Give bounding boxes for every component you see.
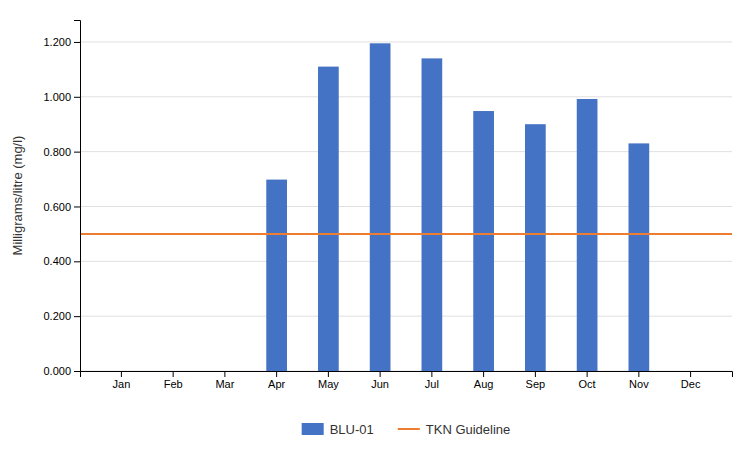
bar: [525, 124, 546, 371]
tick-mark: [74, 261, 80, 262]
tick-label: 0.200: [43, 310, 71, 322]
bar: [577, 99, 598, 371]
legend-label: TKN Guideline: [426, 422, 511, 437]
chart: Jan Feb Mar Apr May Jun Jul Aug Sep Oct Nov Dec 0.00…: [0, 0, 752, 451]
tick-mark: [74, 206, 80, 207]
grid-line: [80, 96, 732, 97]
tick-mark: [74, 42, 80, 43]
marks: [80, 43, 732, 371]
tick: Oct: [579, 371, 596, 390]
bar: [318, 67, 339, 371]
tick-mark: [587, 371, 588, 377]
y-axis: 0.000 0.200 0.400 0.600 0.800 1.000 1.200: [43, 21, 80, 378]
tick-mark: [276, 371, 277, 377]
tick-mark: [483, 371, 484, 377]
tick: 0.200: [43, 310, 80, 322]
tick-label: Oct: [579, 378, 596, 390]
guideline: [80, 233, 732, 235]
tick: Sep: [526, 371, 546, 390]
bar: [111, 371, 132, 372]
plot: Jan Feb Mar Apr May Jun Jul Aug Sep Oct Nov Dec 0.00…: [43, 21, 732, 390]
bar: [629, 143, 650, 371]
tick-mark: [431, 371, 432, 377]
tick-mark: [690, 371, 691, 377]
tick-label: Jun: [371, 378, 389, 390]
bar: [163, 371, 184, 372]
tick-label: Aug: [474, 378, 494, 390]
legend-swatch: [398, 428, 420, 430]
tick: Feb: [164, 371, 183, 390]
tick-label: 0.800: [43, 146, 71, 158]
tick: 0.800: [43, 146, 80, 158]
tick: May: [318, 371, 339, 390]
tick: Jan: [113, 371, 131, 390]
grid-line: [80, 41, 732, 42]
tick-label: 1.200: [43, 36, 71, 48]
tick-mark: [224, 371, 225, 377]
tick-label: 0.600: [43, 200, 71, 212]
legend: BLU-01 TKN Guideline: [302, 422, 511, 437]
tick: Jun: [371, 371, 389, 390]
tick-mark: [638, 371, 639, 377]
grid: [80, 42, 732, 371]
tick: 0.600: [43, 200, 80, 212]
axis-line: [74, 21, 81, 372]
legend-item: BLU-01: [302, 422, 374, 437]
tick-mark: [535, 371, 536, 377]
tick: Jul: [425, 371, 439, 390]
tick-label: Feb: [164, 378, 183, 390]
tick-label: Nov: [629, 378, 649, 390]
tick-mark: [74, 97, 80, 98]
tick-label: May: [318, 378, 339, 390]
bar: [370, 43, 391, 371]
tick-mark: [74, 371, 80, 372]
tick-label: 0.400: [43, 255, 71, 267]
tick-label: 0.000: [43, 365, 71, 377]
x-axis: Jan Feb Mar Apr May Jun Jul Aug Sep Oct Nov Dec: [81, 371, 733, 390]
tick: 1.000: [43, 91, 80, 103]
tick: 0.000: [43, 365, 80, 377]
bar: [473, 111, 494, 371]
tick-mark: [74, 316, 80, 317]
tick: Dec: [681, 371, 701, 390]
tick-label: 1.000: [43, 91, 71, 103]
tick-mark: [328, 371, 329, 377]
tick: Aug: [474, 371, 494, 390]
tick-mark: [121, 371, 122, 377]
tick: Nov: [629, 371, 649, 390]
bar: [422, 58, 443, 371]
tick: Apr: [268, 371, 285, 390]
tick-mark: [380, 371, 381, 377]
legend-label: BLU-01: [330, 422, 374, 437]
legend-swatch: [302, 423, 324, 435]
tick-label: Apr: [268, 378, 285, 390]
tick: 1.200: [43, 36, 80, 48]
tick: Mar: [215, 371, 234, 390]
bar: [215, 371, 236, 372]
tick-label: Dec: [681, 378, 701, 390]
axis-title: Milligrams/litre (mg/l): [10, 136, 25, 256]
tick: 0.400: [43, 255, 80, 267]
bar-series: [266, 43, 649, 371]
bar: [266, 180, 287, 371]
tick-mark: [74, 152, 80, 153]
tick-label: Sep: [526, 378, 546, 390]
tick-label: Mar: [215, 378, 234, 390]
bar: [680, 371, 701, 372]
tick-label: Jan: [113, 378, 131, 390]
legend-item: TKN Guideline: [398, 422, 511, 437]
tick-label: Jul: [425, 378, 439, 390]
tick-mark: [173, 371, 174, 377]
axis-line: [81, 372, 733, 378]
